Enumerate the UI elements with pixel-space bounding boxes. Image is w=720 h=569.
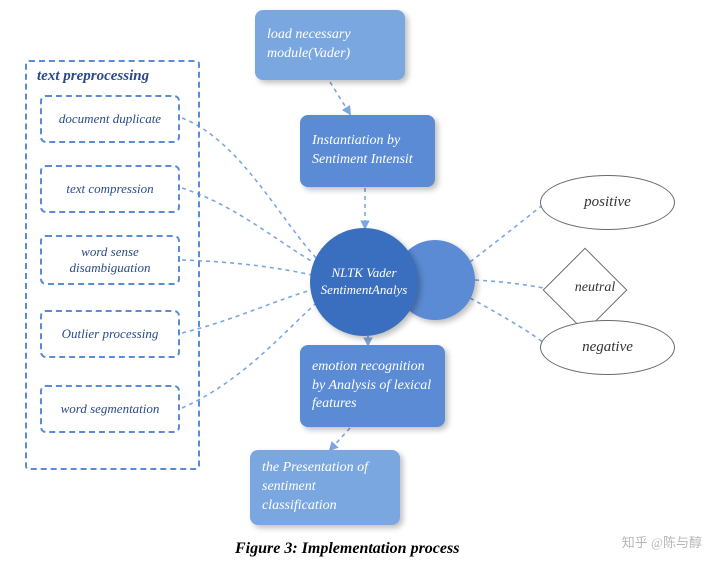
edge-side-neutral	[475, 280, 553, 290]
blob-label: load necessary module(Vader)	[267, 26, 393, 64]
edge-outlier-main	[182, 288, 318, 333]
step-txt-comp: text compression	[40, 165, 180, 213]
blob-label: emotion recognition by Analysis of lexic…	[312, 358, 433, 415]
step-label: word sense disambiguation	[50, 244, 170, 277]
preprocessing-title: text preprocessing	[27, 62, 198, 87]
circle-main: NLTK Vader SentimentAnalys	[310, 228, 418, 336]
outcome-positive: positive	[540, 175, 675, 230]
edge-load-inst	[330, 82, 350, 114]
step-doc-dup: document duplicate	[40, 95, 180, 143]
step-outlier: Outlier processing	[40, 310, 180, 358]
step-label: document duplicate	[59, 111, 161, 127]
blob-load: load necessary module(Vader)	[255, 10, 405, 80]
outcome-positive-label: positive	[584, 194, 631, 211]
edge-side-negative	[470, 298, 546, 345]
watermark: 知乎 @陈与醇	[622, 532, 702, 551]
step-wordseg: word segmentation	[40, 385, 180, 433]
outcome-negative: negative	[540, 320, 675, 375]
edge-txt-comp-main	[182, 188, 318, 265]
circle-label: NLTK Vader SentimentAnalys	[316, 265, 412, 299]
edge-side-positive	[470, 204, 544, 262]
edge-wsd-main	[182, 260, 312, 275]
figure-caption: Figure 3: Implementation process	[235, 540, 459, 558]
step-label: Outlier processing	[62, 326, 159, 342]
blob-inst: Instantiation by Sentiment Intensit	[300, 115, 435, 187]
outcome-negative-label: negative	[582, 339, 633, 356]
blob-label: Instantiation by Sentiment Intensit	[312, 132, 423, 170]
flowchart-canvas: text preprocessing document duplicate tex…	[0, 0, 720, 569]
edge-emotion-present	[330, 428, 350, 450]
step-label: word segmentation	[61, 401, 160, 417]
step-label: text compression	[66, 181, 153, 197]
outcome-neutral-label: neutral	[555, 280, 635, 296]
blob-label: the Presentation of sentiment classifica…	[262, 459, 388, 516]
step-wsd: word sense disambiguation	[40, 235, 180, 285]
blob-emotion: emotion recognition by Analysis of lexic…	[300, 345, 445, 427]
edge-doc-dup-main	[182, 118, 318, 260]
blob-present: the Presentation of sentiment classifica…	[250, 450, 400, 525]
